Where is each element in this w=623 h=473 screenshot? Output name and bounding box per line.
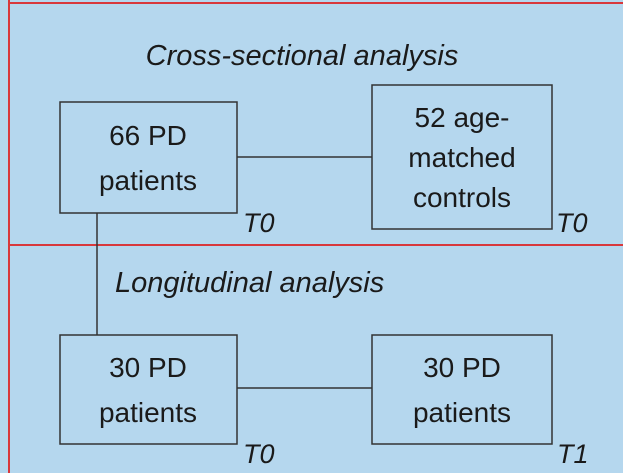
section-title: Longitudinal analysis [115,267,384,299]
node-box [371,334,553,445]
node-label: matched [408,142,515,173]
node-label: 30 PD [423,352,501,383]
time-label: T0 [243,208,275,238]
time-label: T0 [243,439,275,469]
node-box [59,334,238,445]
time-label: T1 [557,439,589,469]
node-label: controls [413,182,511,213]
node-box [59,101,238,214]
node-label: 30 PD [109,352,187,383]
node-label: 66 PD [109,120,187,151]
node-label: patients [99,397,197,428]
node-label: 52 age- [415,102,510,133]
section-title: Cross-sectional analysis [146,40,459,72]
node-box [371,84,553,230]
node-label: patients [413,397,511,428]
node-label: patients [99,165,197,196]
time-label: T0 [556,208,588,238]
